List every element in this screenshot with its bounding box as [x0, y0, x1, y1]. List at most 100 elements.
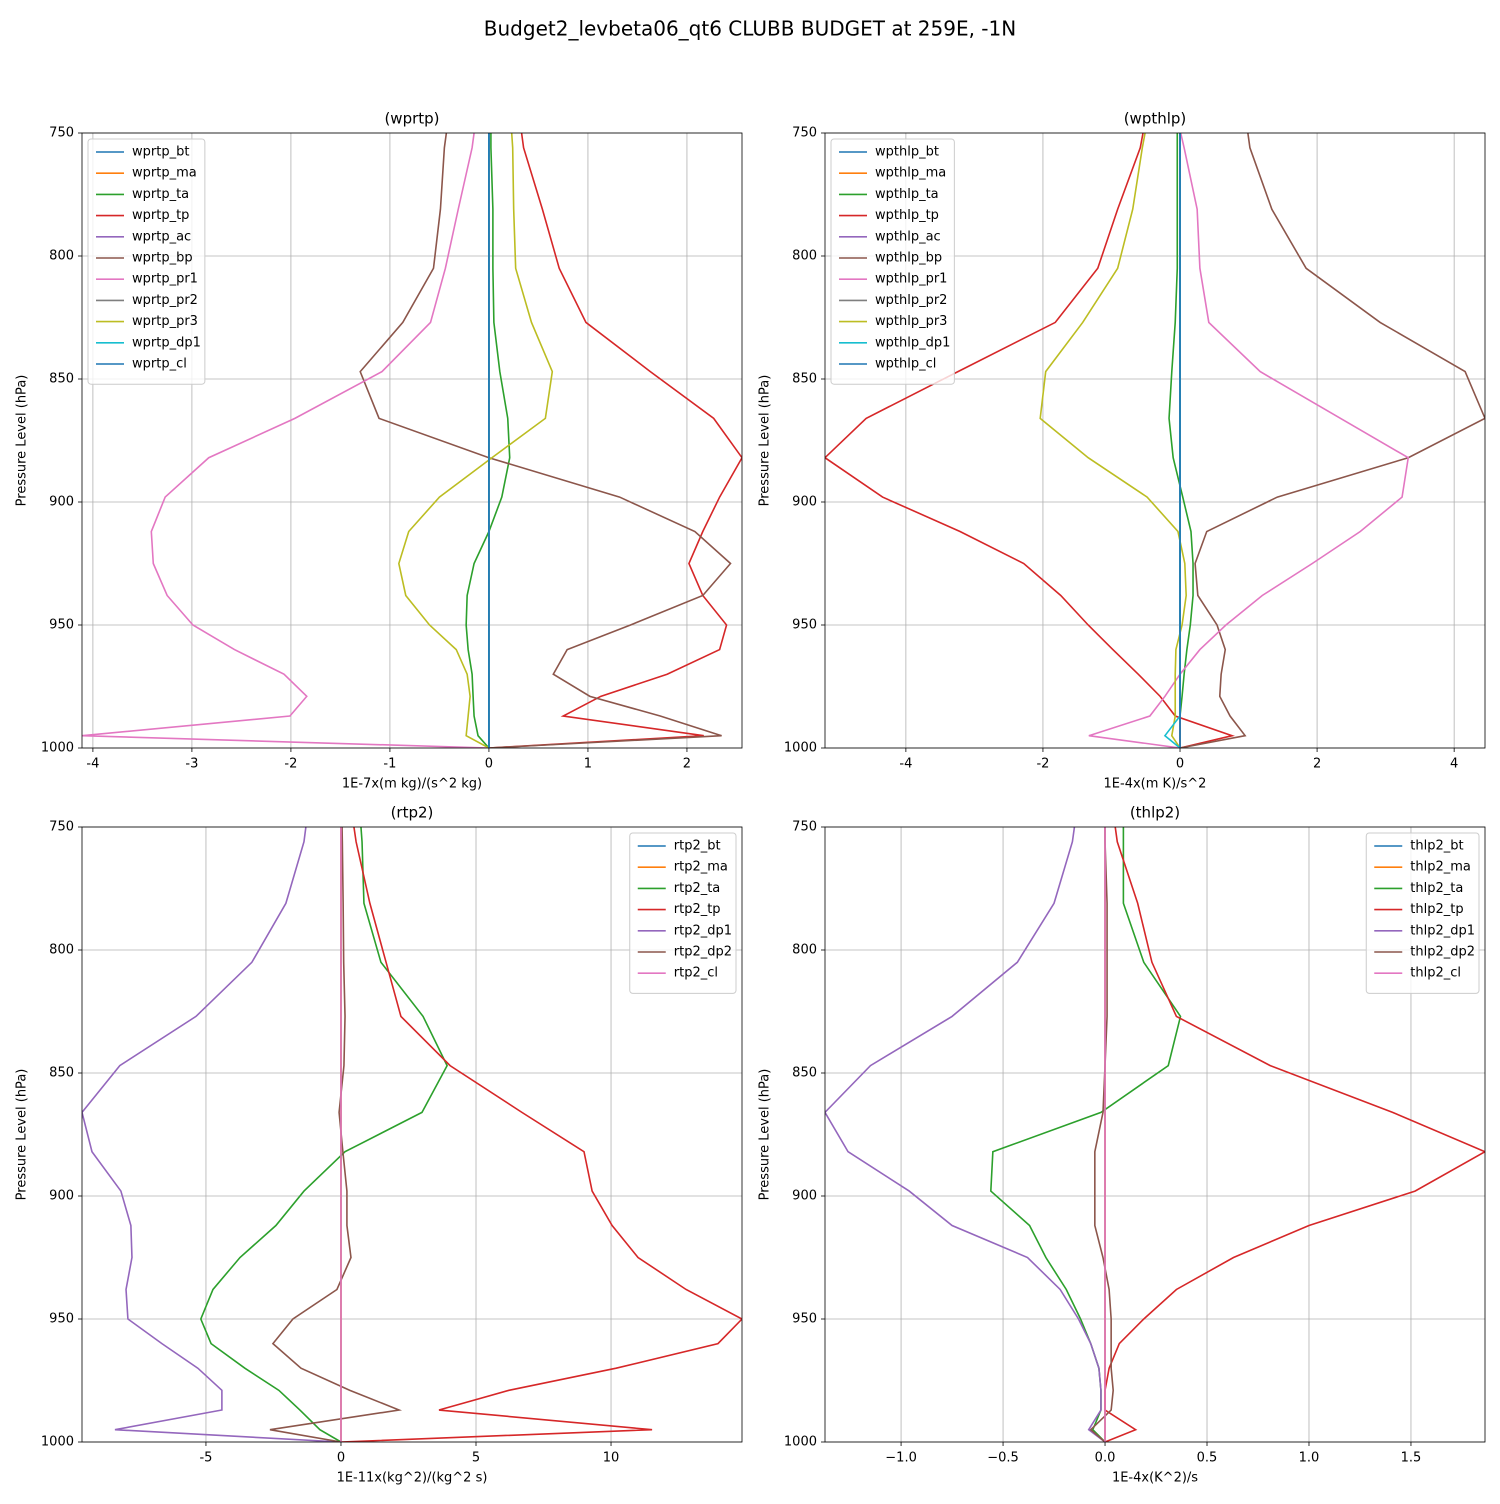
series-line: [1168, 133, 1194, 748]
plot-area: [82, 827, 742, 1442]
y-tick-label: 1000: [41, 741, 74, 756]
subplot: -5 0 5 10 750 800 850 900 950 1000 (rtp2) 1E-11x(kg…: [15, 804, 743, 1486]
x-tick-label: -2: [284, 757, 297, 772]
y-axis-label: Pressure Level (hPa): [758, 1069, 773, 1201]
series-line: [82, 827, 342, 1442]
x-axis-label: 1E-11x(kg^2)/(kg^2 s): [337, 1471, 488, 1486]
y-tick-label: 900: [792, 1189, 817, 1204]
y-tick-label: 900: [49, 1189, 74, 1204]
y-tick-label: 1000: [784, 1435, 817, 1450]
subplot: −1.0 −0.5 0.0 0.5 1.0 1.5 750 800 850 900 950 1000 (…: [758, 804, 1486, 1486]
legend-label: wpthlp_pr2: [875, 293, 947, 308]
legend-label: thlp2_ta: [1410, 881, 1463, 896]
plot-area: [825, 133, 1485, 748]
y-axis-label: Pressure Level (hPa): [15, 375, 30, 507]
legend-label: wpthlp_ma: [875, 166, 946, 181]
legend-label: wprtp_dp1: [132, 335, 201, 350]
y-tick-label: 850: [792, 372, 817, 387]
y-tick-label: 950: [792, 618, 817, 633]
legend-label: thlp2_dp1: [1410, 923, 1475, 938]
x-tick-label: 0.0: [1095, 1451, 1116, 1466]
subplot-title: (wpthlp): [1124, 110, 1187, 128]
y-tick-label: 900: [792, 495, 817, 510]
y-tick-label: 1000: [41, 1435, 74, 1450]
series-line: [1088, 133, 1410, 748]
legend-label: rtp2_ta: [674, 881, 721, 896]
series-line: [359, 133, 732, 748]
y-tick-label: 800: [792, 249, 817, 264]
series-line: [465, 133, 511, 748]
x-tick-label: 0.5: [1197, 1451, 1218, 1466]
legend-label: wpthlp_pr1: [875, 272, 947, 287]
y-tick-label: 850: [792, 1066, 817, 1081]
series-line: [1039, 133, 1187, 748]
x-tick-label: 0: [337, 1451, 345, 1466]
x-tick-label: -5: [199, 1451, 212, 1466]
axes-frame: [824, 132, 1486, 749]
legend-label: rtp2_tp: [674, 902, 721, 917]
x-tick-label: −0.5: [987, 1451, 1019, 1466]
legend-frame: [87, 138, 206, 385]
x-axis-label: 1E-7x(m kg)/(s^2 kg): [342, 777, 482, 792]
legend-label: wpthlp_tp: [875, 208, 939, 223]
y-axis-label: Pressure Level (hPa): [15, 1069, 30, 1201]
series-line: [990, 827, 1182, 1442]
y-tick-label: 950: [792, 1312, 817, 1327]
x-tick-label: 0: [1176, 757, 1184, 772]
x-tick-label: -4: [899, 757, 912, 772]
x-tick-label: -4: [86, 757, 99, 772]
legend-label: wprtp_ta: [132, 187, 189, 202]
legend: wpthlp_bt wpthlp_ma wpthlp_ta wpthlp_tpwpth…: [830, 138, 955, 385]
y-tick-label: 800: [792, 943, 817, 958]
legend-label: wpthlp_ta: [875, 187, 939, 202]
legend-label: wpthlp_bp: [875, 251, 942, 266]
series-line: [825, 827, 1106, 1442]
x-tick-label: 0: [485, 757, 493, 772]
legend-label: rtp2_ma: [674, 860, 728, 875]
x-tick-label: 1: [584, 757, 592, 772]
x-tick-label: 1.5: [1401, 1451, 1422, 1466]
series-line: [199, 827, 449, 1442]
y-tick-label: 1000: [784, 741, 817, 756]
legend-label: thlp2_bt: [1410, 839, 1463, 854]
subplot-title: (thlp2): [1130, 804, 1180, 822]
legend-label: rtp2_bt: [674, 839, 721, 854]
series-line: [1089, 827, 1114, 1442]
legend-label: rtp2_dp1: [674, 923, 732, 938]
legend-label: wpthlp_pr3: [875, 314, 947, 329]
x-tick-label: 5: [472, 1451, 480, 1466]
y-tick-label: 750: [49, 820, 74, 835]
series-line: [488, 133, 742, 748]
y-tick-label: 750: [792, 126, 817, 141]
legend-label: wprtp_tp: [132, 208, 189, 223]
x-tick-label: 2: [683, 757, 691, 772]
legend-label: rtp2_cl: [674, 966, 718, 981]
x-tick-label: 4: [1450, 757, 1458, 772]
legend: rtp2_bt rtp2_ma rtp2_ta rtp2_tp rtp2_dp1 rtp2…: [629, 832, 737, 994]
y-tick-label: 950: [49, 618, 74, 633]
series-line: [82, 133, 489, 748]
legend: thlp2_bt thlp2_ma thlp2_ta thlp2_tp thlp2_dp…: [1365, 832, 1480, 994]
series-line: [1179, 133, 1485, 748]
legend-label: thlp2_cl: [1410, 966, 1461, 981]
legend-frame: [830, 138, 955, 385]
x-tick-label: -3: [185, 757, 198, 772]
y-tick-label: 950: [49, 1312, 74, 1327]
y-tick-label: 750: [792, 820, 817, 835]
subplot-title: (rtp2): [391, 804, 434, 822]
series-line: [340, 827, 742, 1442]
legend-label: wprtp_pr1: [132, 272, 198, 287]
legend-label: wpthlp_cl: [875, 357, 936, 372]
y-tick-label: 900: [49, 495, 74, 510]
legend-label: wpthlp_ac: [875, 229, 941, 244]
y-tick-label: 800: [49, 249, 74, 264]
axes-frame: [81, 826, 743, 1443]
subplot: -4 -3 -2 -1 0 1 2 750 800 850 900 950 1000 (wprtp) 1E-…: [15, 110, 743, 792]
y-tick-label: 850: [49, 1066, 74, 1081]
y-tick-label: 750: [49, 126, 74, 141]
legend-label: thlp2_ma: [1410, 860, 1471, 875]
series-line: [269, 827, 403, 1442]
x-tick-label: -2: [1036, 757, 1049, 772]
